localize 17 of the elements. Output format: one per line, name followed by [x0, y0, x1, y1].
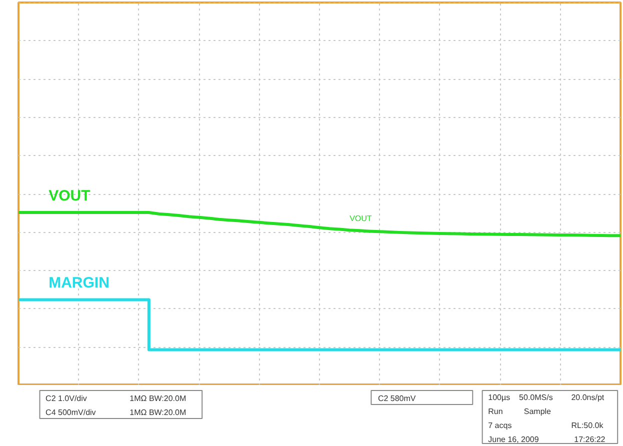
annotation: VOUT [350, 214, 372, 224]
text: C2 1.0V/div [46, 394, 87, 403]
text: RL:50.0k [571, 421, 604, 430]
text: C4 500mV/div [46, 408, 96, 417]
text: 100µs [488, 393, 510, 402]
text: 1MΩ BW:20.0M [130, 394, 186, 403]
series-label: VOUT [48, 187, 90, 204]
text: June 16, 2009 [488, 435, 540, 444]
text: Sample [524, 407, 552, 416]
text: 20.0ns/pt [571, 393, 605, 402]
text: Run [488, 407, 503, 416]
text: 7 acqs [488, 421, 512, 430]
text: 50.0MS/s [519, 393, 553, 402]
series-label: MARGIN [48, 274, 110, 292]
text: C2 580mV [378, 394, 416, 403]
text: 17:26:22 [574, 435, 606, 444]
text: 1MΩ BW:20.0M [130, 408, 186, 417]
